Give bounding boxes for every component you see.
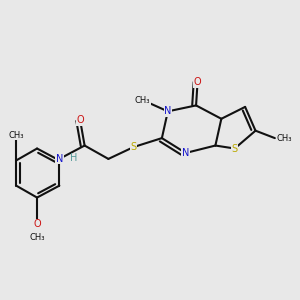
Text: CH₃: CH₃	[8, 130, 24, 140]
Text: H: H	[70, 153, 77, 163]
Text: S: S	[232, 143, 238, 154]
Text: CH₃: CH₃	[29, 233, 45, 242]
Text: CH₃: CH₃	[135, 96, 150, 105]
Text: N: N	[56, 154, 63, 164]
Text: CH₃: CH₃	[276, 134, 292, 142]
Text: O: O	[194, 77, 201, 87]
Text: S: S	[130, 142, 137, 152]
Text: N: N	[182, 148, 189, 158]
Text: O: O	[33, 219, 41, 229]
Text: N: N	[164, 106, 172, 116]
Text: O: O	[76, 115, 84, 125]
